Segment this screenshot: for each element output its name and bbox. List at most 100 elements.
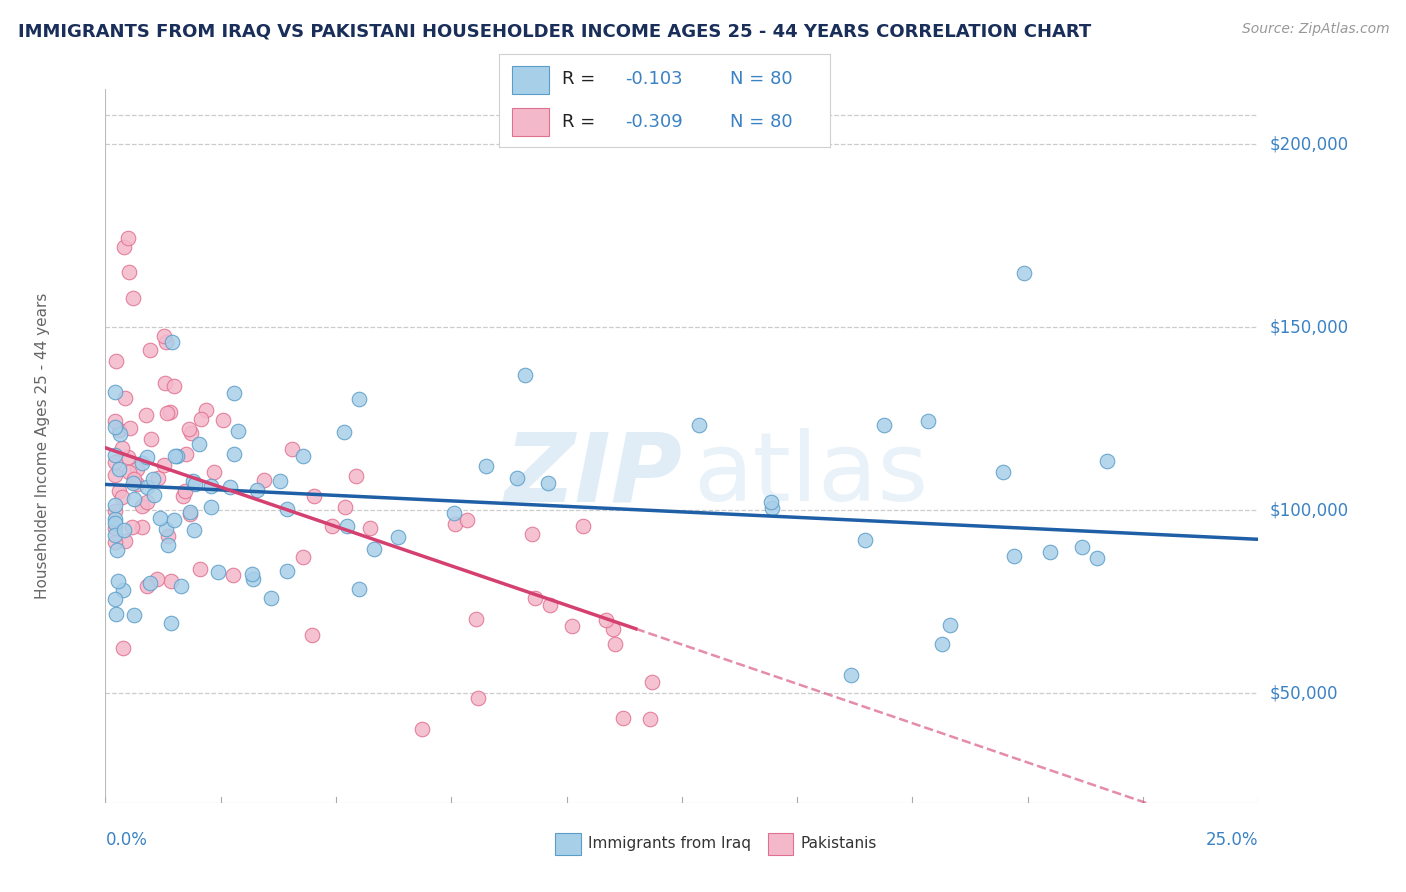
Point bbox=[112, 239, 135, 253]
Point bbox=[523, 591, 546, 605]
Point bbox=[853, 533, 876, 548]
Point bbox=[153, 458, 176, 472]
Point bbox=[176, 447, 198, 461]
Point bbox=[136, 450, 159, 464]
Point bbox=[104, 468, 127, 483]
Point bbox=[104, 511, 127, 525]
Point bbox=[359, 521, 381, 535]
Text: Pakistanis: Pakistanis bbox=[800, 837, 876, 851]
Point bbox=[219, 480, 242, 494]
Point bbox=[640, 675, 662, 690]
Point bbox=[561, 619, 583, 633]
Point bbox=[443, 506, 465, 520]
Point bbox=[226, 424, 249, 438]
Point bbox=[1095, 454, 1118, 468]
Point bbox=[122, 472, 145, 486]
Point bbox=[200, 500, 222, 514]
Point bbox=[276, 564, 298, 578]
Point bbox=[156, 406, 179, 420]
Point bbox=[467, 690, 489, 705]
Point bbox=[108, 426, 131, 441]
Text: atlas: atlas bbox=[693, 428, 928, 521]
Point bbox=[104, 591, 127, 606]
Point bbox=[112, 523, 135, 537]
Point bbox=[281, 442, 304, 456]
Point bbox=[104, 414, 127, 428]
Point bbox=[321, 519, 343, 533]
Point bbox=[222, 567, 245, 582]
Point bbox=[112, 582, 135, 597]
Point bbox=[152, 329, 174, 343]
Point bbox=[108, 461, 131, 475]
Point bbox=[222, 447, 245, 461]
Point bbox=[139, 575, 162, 590]
Point bbox=[344, 468, 367, 483]
Point bbox=[165, 449, 187, 463]
Point bbox=[155, 334, 177, 349]
Point bbox=[595, 613, 617, 627]
Point bbox=[153, 376, 176, 391]
Point bbox=[688, 417, 710, 432]
Point bbox=[839, 667, 862, 681]
Text: $100,000: $100,000 bbox=[1270, 501, 1348, 519]
Point bbox=[917, 414, 939, 428]
Point bbox=[245, 483, 267, 497]
Point bbox=[105, 353, 128, 368]
Point bbox=[157, 529, 180, 543]
Point bbox=[104, 503, 127, 517]
Point bbox=[301, 628, 323, 642]
Text: ZIP: ZIP bbox=[503, 428, 682, 521]
Point bbox=[127, 477, 149, 491]
Point bbox=[117, 265, 139, 279]
Point bbox=[537, 476, 560, 491]
Point bbox=[145, 572, 167, 586]
Point bbox=[174, 483, 197, 498]
Point bbox=[456, 513, 478, 527]
Point bbox=[333, 425, 356, 439]
Point bbox=[363, 541, 385, 556]
Point bbox=[603, 638, 626, 652]
Point bbox=[111, 640, 134, 655]
Point bbox=[160, 574, 183, 589]
Point bbox=[759, 495, 782, 509]
Point bbox=[387, 530, 409, 544]
Point bbox=[202, 465, 225, 479]
FancyBboxPatch shape bbox=[512, 108, 548, 136]
Point bbox=[124, 492, 146, 507]
Point bbox=[159, 405, 181, 419]
Point bbox=[104, 521, 127, 535]
Point bbox=[443, 516, 465, 531]
Point bbox=[143, 488, 166, 502]
Point bbox=[513, 368, 536, 382]
Text: $200,000: $200,000 bbox=[1270, 135, 1348, 153]
Point bbox=[991, 465, 1014, 479]
Text: 25.0%: 25.0% bbox=[1206, 830, 1258, 848]
Point bbox=[291, 450, 314, 464]
Point bbox=[122, 291, 145, 305]
Point bbox=[104, 535, 127, 549]
Point bbox=[163, 513, 186, 527]
Point bbox=[121, 520, 143, 534]
Point bbox=[572, 518, 595, 533]
Text: Immigrants from Iraq: Immigrants from Iraq bbox=[588, 837, 751, 851]
Point bbox=[111, 442, 134, 456]
Point bbox=[253, 473, 276, 487]
Text: Source: ZipAtlas.com: Source: ZipAtlas.com bbox=[1241, 22, 1389, 37]
Text: R =: R = bbox=[562, 113, 600, 131]
Point bbox=[163, 378, 186, 392]
Text: R =: R = bbox=[562, 70, 600, 87]
Text: IMMIGRANTS FROM IRAQ VS PAKISTANI HOUSEHOLDER INCOME AGES 25 - 44 YEARS CORRELAT: IMMIGRANTS FROM IRAQ VS PAKISTANI HOUSEH… bbox=[18, 22, 1091, 40]
Point bbox=[111, 491, 134, 505]
Point bbox=[172, 489, 194, 503]
Point bbox=[304, 489, 326, 503]
Point bbox=[122, 608, 145, 623]
Point bbox=[104, 607, 127, 621]
Point bbox=[335, 500, 357, 514]
Point bbox=[170, 579, 193, 593]
Point bbox=[104, 455, 127, 469]
Point bbox=[179, 507, 201, 521]
Text: $150,000: $150,000 bbox=[1270, 318, 1348, 336]
Point bbox=[104, 420, 127, 434]
Point bbox=[347, 392, 370, 407]
Point bbox=[602, 622, 624, 636]
